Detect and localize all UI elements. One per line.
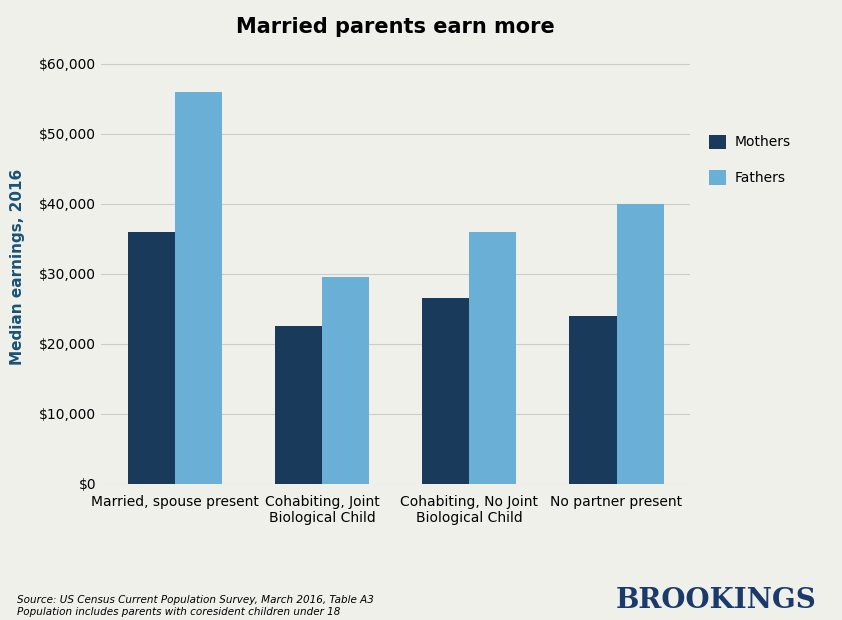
- Bar: [569, 316, 616, 484]
- Bar: [469, 232, 516, 484]
- Bar: [616, 203, 663, 484]
- Text: Source: US Census Current Population Survey, March 2016, Table A3
Population inc: Source: US Census Current Population Sur…: [17, 595, 374, 617]
- Bar: [275, 326, 322, 484]
- Bar: [175, 92, 222, 484]
- Title: Married parents earn more: Married parents earn more: [237, 17, 555, 37]
- Bar: [322, 277, 370, 484]
- Y-axis label: Median earnings, 2016: Median earnings, 2016: [10, 169, 25, 365]
- Bar: [422, 298, 469, 484]
- Text: BROOKINGS: BROOKINGS: [616, 587, 817, 614]
- Bar: [128, 232, 175, 484]
- Legend: Mothers, Fathers: Mothers, Fathers: [709, 135, 791, 185]
